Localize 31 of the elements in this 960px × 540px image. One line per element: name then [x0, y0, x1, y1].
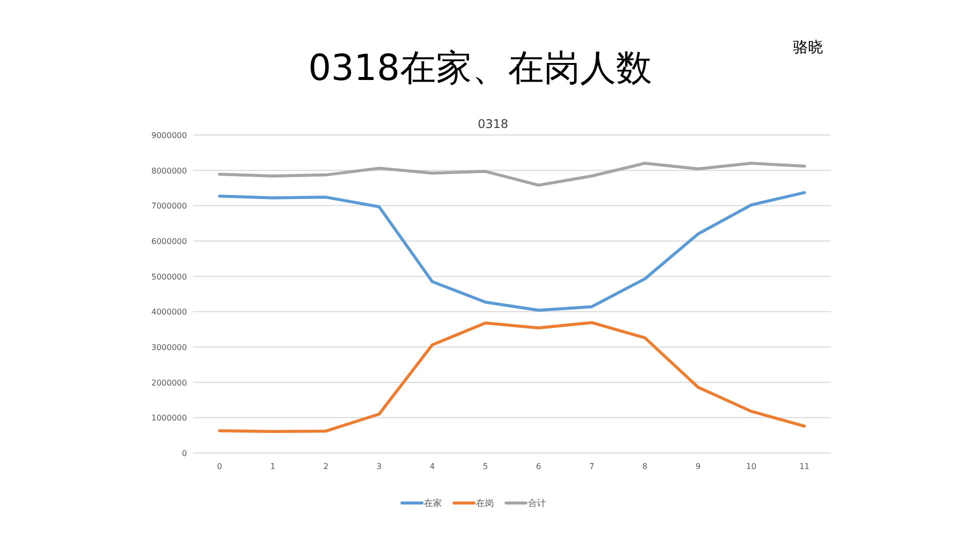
x-tick-label: 5	[482, 462, 488, 471]
x-tick-label: 9	[696, 462, 701, 471]
y-tick-label: 8000000	[151, 166, 187, 176]
x-tick-label: 1	[270, 462, 276, 471]
x-tick-label: 11	[799, 462, 810, 471]
y-tick-label: 7000000	[151, 202, 187, 211]
legend-label: 在岗	[476, 498, 494, 509]
text: 骆晓	[793, 38, 823, 56]
x-tick-label: 10	[746, 462, 756, 471]
x-tick-label: 3	[376, 462, 382, 471]
x-tick-label: 0	[217, 462, 222, 471]
y-tick-label: 1000000	[151, 414, 187, 423]
x-tick-label: 2	[323, 462, 328, 471]
y-tick-label: 4000000	[151, 308, 187, 317]
line-series	[218, 321, 806, 433]
legend-label: 在家	[424, 498, 442, 509]
chart-title: 0318在家、在岗人数	[308, 48, 652, 89]
y-tick-label: 2000000	[151, 378, 187, 388]
x-tick-label: 7	[589, 462, 594, 471]
x-tick-label: 6	[536, 462, 542, 471]
x-tick-label: 4	[430, 462, 435, 471]
y-tick-label: 5000000	[151, 272, 187, 282]
line-series	[218, 162, 806, 187]
y-tick-label: 3000000	[151, 343, 187, 352]
y-tick-label: 9000000	[151, 131, 187, 140]
legend-label: 合计	[528, 498, 546, 509]
line-series	[218, 191, 806, 312]
y-tick-label: 6000000	[151, 237, 187, 246]
chart-subtitle: 0318	[478, 117, 508, 131]
y-tick-label: 0	[182, 449, 187, 458]
x-tick-label: 8	[642, 462, 648, 471]
